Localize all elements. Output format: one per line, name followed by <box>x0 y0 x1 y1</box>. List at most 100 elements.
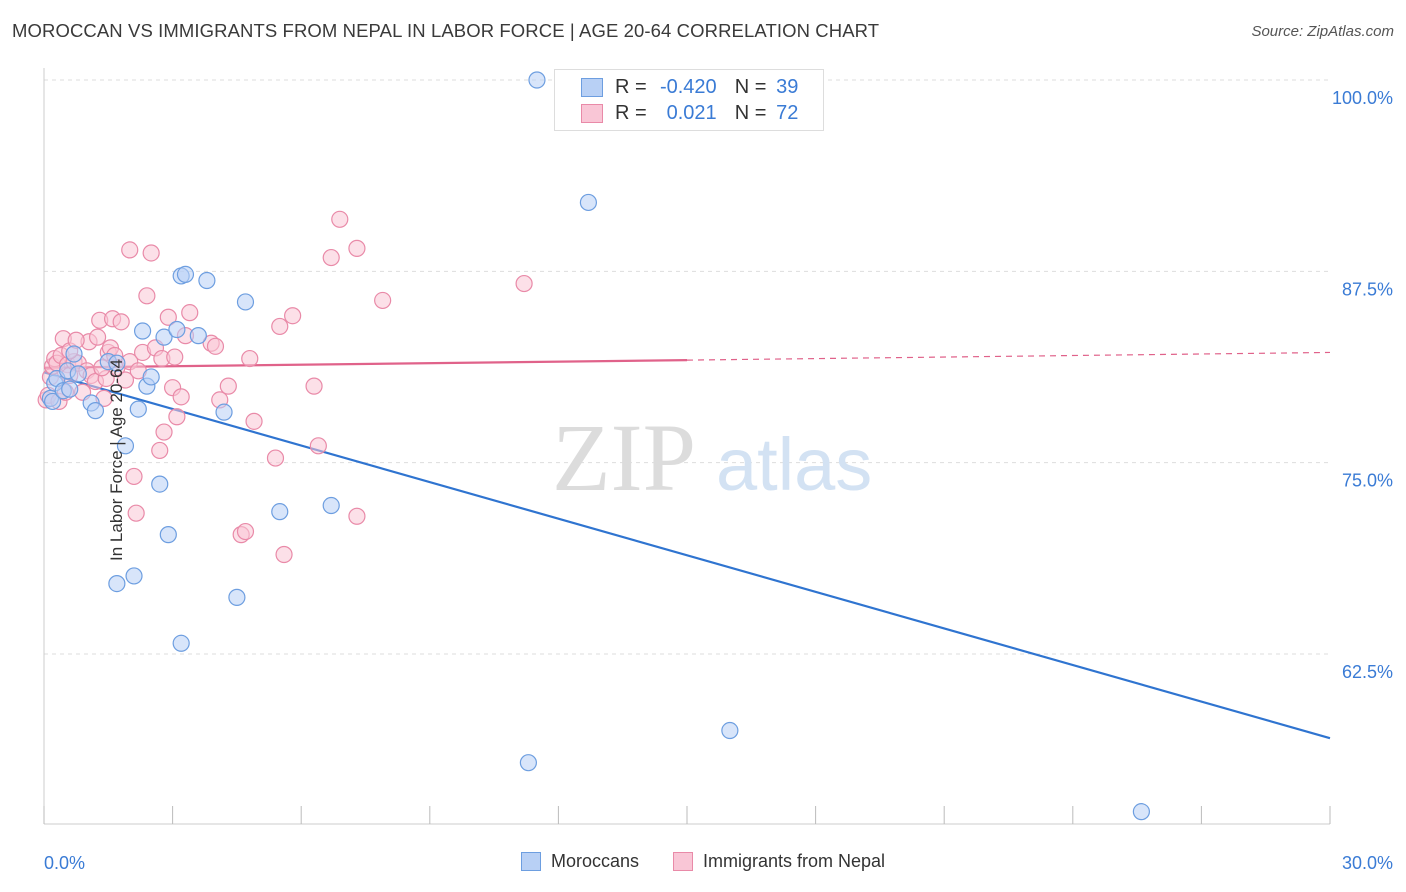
point-moroccans <box>322 496 340 515</box>
legend-r-label: R = <box>615 75 647 98</box>
legend-row-nepal: R = 0.021 N = 72 <box>581 101 798 125</box>
trend-line-nepal-extension <box>686 351 1331 361</box>
watermark: ZIP atlas <box>552 404 872 511</box>
source-label: Source: ZipAtlas.com <box>1251 23 1394 40</box>
point-moroccans <box>155 328 173 346</box>
data-points <box>37 71 1150 821</box>
y-tick-label: 62.5% <box>1342 662 1393 682</box>
legend-row-moroccans: R = -0.420 N = 39 <box>581 75 798 99</box>
legend-r-value: -0.420 <box>659 75 717 98</box>
point-nepal <box>127 504 145 522</box>
point-moroccans <box>271 503 289 521</box>
correlation-legend: R = -0.420 N = 39 R = 0.021 N = 72 <box>554 69 824 131</box>
point-nepal <box>348 507 366 525</box>
point-moroccans <box>528 71 546 89</box>
point-moroccans <box>108 354 126 372</box>
legend-n-value: 72 <box>776 101 799 124</box>
y-axis-label: In Labor Force | Age 20-64 <box>106 359 126 561</box>
grid-lines <box>44 79 1330 655</box>
trend-line-nepal <box>43 359 688 369</box>
point-nepal <box>206 337 225 355</box>
legend-swatch-blue <box>581 77 603 97</box>
point-moroccans <box>228 588 246 606</box>
point-moroccans <box>721 721 739 740</box>
y-tick-label: 75.0% <box>1342 471 1393 491</box>
point-nepal <box>168 408 186 426</box>
point-moroccans <box>86 402 105 420</box>
point-moroccans <box>142 368 160 386</box>
point-moroccans <box>125 567 143 585</box>
y-tick-label: 87.5% <box>1342 279 1393 299</box>
point-moroccans <box>172 634 190 652</box>
point-nepal <box>219 377 237 395</box>
point-nepal <box>112 313 130 331</box>
chart-title: MOROCCAN VS IMMIGRANTS FROM NEPAL IN LAB… <box>12 20 880 41</box>
legend-r-value: 0.021 <box>666 101 717 124</box>
legend-swatch-nepal <box>672 852 693 871</box>
tick-labels: 100.0% 87.5% 75.0% 62.5% 0.0% 30.0% <box>44 88 1393 873</box>
legend-label-moroccans: Moroccans <box>550 851 639 871</box>
point-moroccans <box>579 193 598 212</box>
point-nepal <box>181 304 199 322</box>
point-moroccans <box>168 320 186 339</box>
point-nepal <box>331 210 349 228</box>
point-nepal <box>138 287 156 305</box>
watermark-atlas: atlas <box>716 423 872 506</box>
point-nepal <box>322 248 340 267</box>
point-moroccans <box>65 345 83 363</box>
point-nepal <box>245 412 263 430</box>
point-moroccans <box>43 392 62 411</box>
point-nepal <box>159 308 177 326</box>
point-nepal <box>155 423 173 441</box>
watermark-zip: ZIP <box>552 404 696 511</box>
point-nepal <box>172 388 190 406</box>
point-nepal <box>88 328 107 346</box>
point-nepal <box>236 522 255 541</box>
point-nepal <box>116 371 135 389</box>
legend-r-label: R = <box>615 101 647 124</box>
point-moroccans <box>108 574 126 593</box>
x-tick-label: 0.0% <box>44 853 85 873</box>
point-moroccans <box>215 403 233 421</box>
point-nepal <box>241 349 259 368</box>
point-moroccans <box>519 754 537 772</box>
point-nepal <box>166 348 184 366</box>
point-moroccans <box>189 327 207 345</box>
point-nepal <box>275 545 293 564</box>
trend-lines <box>43 351 1331 740</box>
point-moroccans <box>61 380 79 398</box>
point-nepal <box>305 377 323 395</box>
legend-swatch-pink <box>581 103 603 123</box>
point-moroccans <box>236 293 255 311</box>
y-tick-label: 100.0% <box>1332 88 1393 108</box>
legend-item-moroccans: Moroccans <box>520 851 639 872</box>
point-nepal <box>266 449 285 467</box>
point-moroccans <box>129 400 147 418</box>
point-nepal <box>348 239 366 257</box>
point-nepal <box>309 437 327 455</box>
point-moroccans <box>176 265 195 283</box>
x-tick-label: 30.0% <box>1342 853 1393 873</box>
point-nepal <box>284 307 302 325</box>
series-legend: Moroccans Immigrants from Nepal <box>0 851 1406 872</box>
axes <box>43 68 1331 825</box>
point-nepal <box>121 241 139 259</box>
point-moroccans <box>159 526 177 544</box>
point-moroccans <box>198 271 216 290</box>
point-nepal <box>151 441 169 460</box>
point-nepal <box>142 244 160 262</box>
point-nepal <box>125 467 143 486</box>
legend-item-nepal: Immigrants from Nepal <box>672 851 886 872</box>
point-moroccans <box>116 437 135 455</box>
point-moroccans <box>133 322 152 340</box>
point-moroccans <box>69 365 87 383</box>
point-nepal <box>515 274 533 293</box>
legend-n-value: 39 <box>776 75 799 98</box>
point-nepal <box>374 291 392 310</box>
point-nepal <box>271 317 289 336</box>
legend-n-label: N = <box>734 101 767 124</box>
legend-label-nepal: Immigrants from Nepal <box>702 851 886 871</box>
trend-line-moroccans <box>43 371 1331 740</box>
legend-swatch-moroccans <box>520 852 541 871</box>
